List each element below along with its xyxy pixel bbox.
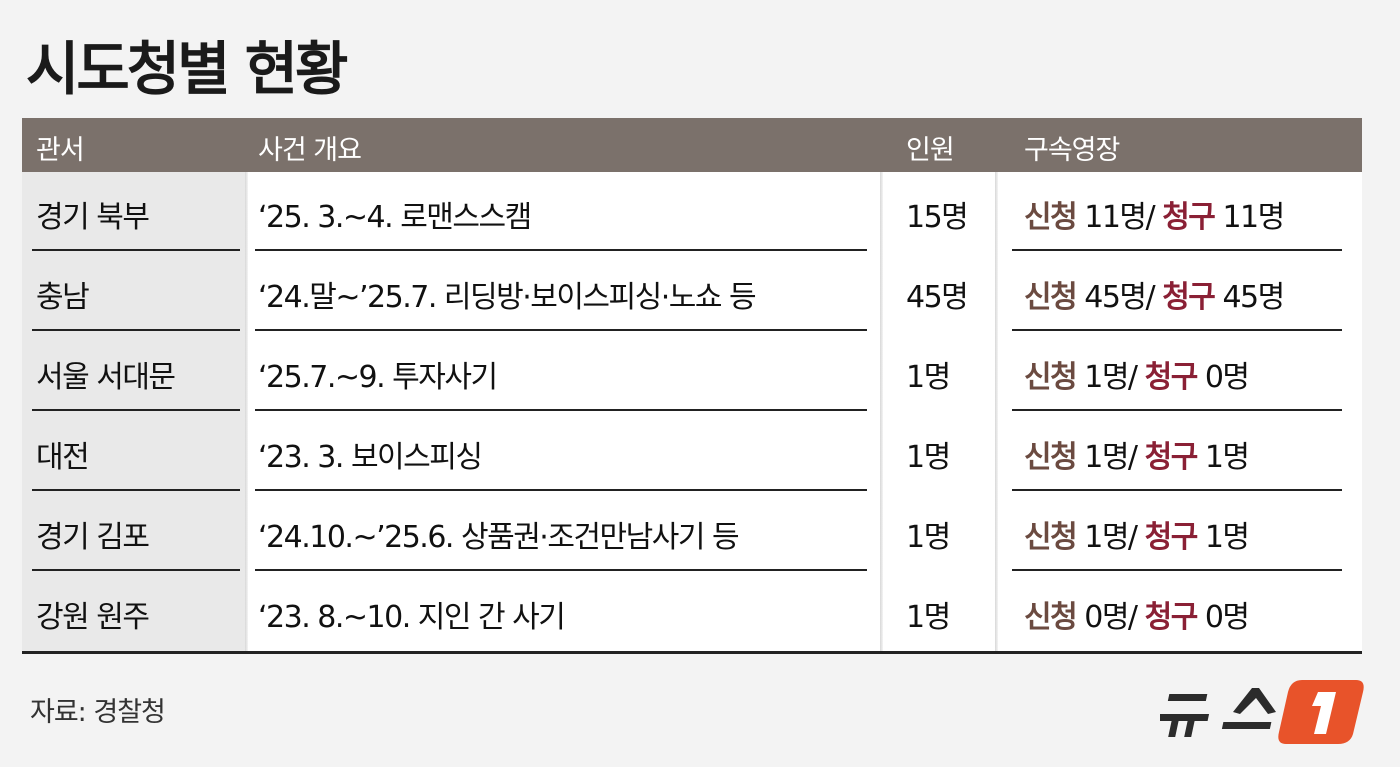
summary-cell: ‘25.7.~9. 투자사기 — [258, 360, 498, 395]
people-cell: 1명 — [906, 360, 951, 395]
office-cell: 경기 김포 — [36, 520, 150, 555]
summary-cell: ‘23. 8.~10. 지인 간 사기 — [258, 600, 566, 635]
apply-count: 1명/ — [1084, 440, 1138, 475]
apply-label: 신청 — [1024, 600, 1078, 635]
apply-count: 11명/ — [1084, 200, 1155, 235]
table-row: 강원 원주 ‘23. 8.~10. 지인 간 사기 1명 신청 0명/ 청구 0… — [22, 572, 1362, 652]
news1-logo — [1160, 680, 1364, 744]
request-label: 청구 — [1144, 440, 1199, 475]
request-label: 청구 — [1144, 520, 1199, 555]
office-cell: 경기 북부 — [36, 200, 150, 235]
office-cell: 충남 — [36, 280, 90, 315]
row-separator — [32, 409, 240, 411]
row-separator — [1012, 329, 1342, 331]
request-count: 1명 — [1204, 520, 1250, 555]
column-divider — [995, 172, 998, 652]
request-count: 1명 — [1204, 440, 1250, 475]
page-title: 시도청별 현황 — [26, 35, 348, 103]
apply-count: 1명/ — [1084, 520, 1138, 555]
header-summary: 사건 개요 — [258, 135, 362, 166]
table-row: 경기 김포 ‘24.10.~’25.6. 상품권·조건만남사기 등 1명 신청 … — [22, 492, 1362, 572]
row-separator — [32, 569, 240, 571]
request-count: 11명 — [1222, 200, 1285, 235]
request-label: 청구 — [1144, 600, 1199, 635]
warrant-cell: 신청 1명/ 청구 1명 — [1024, 512, 1250, 556]
row-separator — [1012, 489, 1342, 491]
request-label: 청구 — [1162, 200, 1216, 235]
warrant-cell: 신청 0명/ 청구 0명 — [1024, 592, 1250, 636]
header-warrant: 구속영장 — [1024, 135, 1120, 166]
row-separator — [32, 329, 240, 331]
row-separator — [255, 569, 867, 571]
summary-cell: ‘23. 3. 보이스피싱 — [258, 440, 483, 475]
row-separator — [1012, 409, 1342, 411]
warrant-cell: 신청 1명/ 청구 0명 — [1024, 352, 1250, 396]
people-cell: 1명 — [906, 600, 951, 635]
column-divider — [880, 172, 883, 652]
summary-cell: ‘25. 3.~4. 로맨스스캠 — [258, 200, 532, 235]
apply-label: 신청 — [1024, 360, 1078, 395]
row-separator — [255, 409, 867, 411]
table-header: 관서 사건 개요 인원 구속영장 — [22, 118, 1362, 172]
office-cell: 대전 — [36, 440, 90, 475]
row-separator — [255, 249, 867, 251]
header-people: 인원 — [906, 135, 955, 166]
warrant-cell: 신청 1명/ 청구 1명 — [1024, 432, 1250, 476]
apply-label: 신청 — [1024, 200, 1078, 235]
header-office: 관서 — [36, 135, 85, 166]
summary-cell: ‘24.말~’25.7. 리딩방·보이스피싱·노쇼 등 — [258, 280, 757, 315]
request-label: 청구 — [1144, 360, 1199, 395]
warrant-cell: 신청 11명/ 청구 11명 — [1024, 192, 1285, 236]
people-cell: 45명 — [906, 280, 969, 315]
row-separator — [1012, 249, 1342, 251]
apply-count: 0명/ — [1084, 600, 1138, 635]
request-count: 45명 — [1222, 280, 1285, 315]
request-count: 0명 — [1204, 600, 1250, 635]
people-cell: 1명 — [906, 520, 951, 555]
table-row: 서울 서대문 ‘25.7.~9. 투자사기 1명 신청 1명/ 청구 0명 — [22, 332, 1362, 412]
people-cell: 15명 — [906, 200, 969, 235]
people-cell: 1명 — [906, 440, 951, 475]
status-table: 관서 사건 개요 인원 구속영장 경기 북부 ‘25. 3.~4. 로맨스스캠 … — [22, 118, 1362, 654]
apply-count: 45명/ — [1084, 280, 1155, 315]
warrant-cell: 신청 45명/ 청구 45명 — [1024, 272, 1285, 316]
apply-count: 1명/ — [1084, 360, 1138, 395]
row-separator — [32, 489, 240, 491]
table-row: 경기 북부 ‘25. 3.~4. 로맨스스캠 15명 신청 11명/ 청구 11… — [22, 172, 1362, 252]
table-row: 대전 ‘23. 3. 보이스피싱 1명 신청 1명/ 청구 1명 — [22, 412, 1362, 492]
row-separator — [255, 329, 867, 331]
row-separator — [32, 249, 240, 251]
table-bottom-border — [22, 651, 1362, 654]
row-separator — [1012, 569, 1342, 571]
source-note: 자료: 경찰청 — [30, 697, 166, 728]
column-divider — [245, 172, 248, 652]
table-row: 충남 ‘24.말~’25.7. 리딩방·보이스피싱·노쇼 등 45명 신청 45… — [22, 252, 1362, 332]
request-label: 청구 — [1162, 280, 1216, 315]
apply-label: 신청 — [1024, 440, 1078, 475]
office-cell: 서울 서대문 — [36, 360, 176, 395]
office-cell: 강원 원주 — [36, 600, 150, 635]
apply-label: 신청 — [1024, 520, 1078, 555]
row-separator — [255, 489, 867, 491]
apply-label: 신청 — [1024, 280, 1078, 315]
request-count: 0명 — [1204, 360, 1250, 395]
office-column-bg — [22, 172, 245, 652]
summary-cell: ‘24.10.~’25.6. 상품권·조건만남사기 등 — [258, 520, 740, 555]
